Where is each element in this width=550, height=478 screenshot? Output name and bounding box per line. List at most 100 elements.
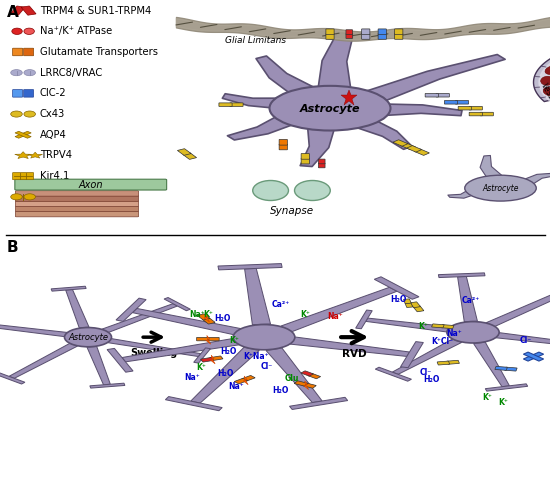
- Text: Glial Limitans: Glial Limitans: [226, 36, 287, 45]
- Polygon shape: [122, 338, 239, 362]
- Polygon shape: [191, 348, 259, 403]
- Polygon shape: [107, 348, 133, 372]
- FancyBboxPatch shape: [318, 163, 325, 168]
- FancyBboxPatch shape: [318, 159, 325, 164]
- Polygon shape: [524, 352, 543, 361]
- Polygon shape: [102, 304, 178, 333]
- FancyBboxPatch shape: [15, 201, 139, 206]
- Polygon shape: [356, 310, 372, 329]
- Polygon shape: [448, 189, 474, 198]
- Polygon shape: [15, 131, 31, 138]
- FancyBboxPatch shape: [178, 149, 191, 155]
- Polygon shape: [90, 383, 125, 388]
- FancyBboxPatch shape: [378, 33, 386, 39]
- Polygon shape: [400, 342, 424, 368]
- Polygon shape: [256, 56, 317, 95]
- FancyBboxPatch shape: [415, 149, 430, 155]
- FancyBboxPatch shape: [469, 107, 482, 110]
- Text: AQP4: AQP4: [40, 130, 67, 140]
- Text: Axon: Axon: [79, 180, 103, 190]
- FancyBboxPatch shape: [346, 30, 353, 34]
- Ellipse shape: [12, 28, 22, 34]
- Polygon shape: [204, 313, 210, 322]
- Polygon shape: [15, 131, 31, 138]
- Text: Cl⁻: Cl⁻: [420, 368, 432, 377]
- Text: K⁺: K⁺: [419, 322, 428, 331]
- FancyBboxPatch shape: [15, 179, 167, 190]
- Polygon shape: [227, 114, 295, 140]
- Polygon shape: [523, 173, 550, 185]
- FancyBboxPatch shape: [308, 373, 321, 379]
- Polygon shape: [366, 318, 450, 332]
- FancyBboxPatch shape: [13, 89, 23, 97]
- Text: H₂O: H₂O: [424, 375, 440, 384]
- FancyBboxPatch shape: [197, 314, 210, 320]
- FancyBboxPatch shape: [15, 191, 139, 196]
- Polygon shape: [375, 277, 419, 299]
- FancyBboxPatch shape: [480, 112, 493, 116]
- Text: K⁺: K⁺: [482, 393, 492, 402]
- FancyBboxPatch shape: [393, 140, 408, 146]
- Text: Blood
Vessel: Blood Vessel: [538, 76, 550, 107]
- Text: Na⁺/K⁺ ATPase: Na⁺/K⁺ ATPase: [40, 26, 112, 36]
- FancyBboxPatch shape: [10, 6, 25, 15]
- Text: Na⁺: Na⁺: [328, 312, 343, 321]
- Text: H₂O: H₂O: [272, 386, 289, 395]
- Polygon shape: [15, 152, 31, 159]
- Text: K⁺Cl⁻: K⁺Cl⁻: [432, 337, 454, 346]
- FancyBboxPatch shape: [447, 360, 459, 364]
- Ellipse shape: [465, 175, 536, 201]
- Polygon shape: [222, 94, 284, 109]
- Text: K⁺: K⁺: [229, 337, 239, 345]
- FancyBboxPatch shape: [197, 337, 208, 341]
- Ellipse shape: [447, 322, 499, 343]
- Polygon shape: [380, 104, 462, 116]
- Text: K⁺: K⁺: [300, 310, 310, 319]
- Polygon shape: [218, 263, 282, 270]
- Text: K⁺: K⁺: [196, 363, 206, 372]
- FancyBboxPatch shape: [13, 48, 23, 56]
- FancyBboxPatch shape: [442, 325, 454, 328]
- Polygon shape: [300, 126, 334, 166]
- FancyBboxPatch shape: [410, 302, 420, 308]
- Ellipse shape: [543, 87, 550, 96]
- Text: ClC-2: ClC-2: [40, 88, 66, 98]
- Ellipse shape: [64, 327, 112, 347]
- FancyBboxPatch shape: [24, 89, 34, 97]
- Polygon shape: [496, 333, 550, 347]
- Polygon shape: [474, 342, 509, 387]
- Ellipse shape: [11, 111, 22, 117]
- Text: Cl⁻: Cl⁻: [519, 337, 531, 345]
- FancyBboxPatch shape: [203, 318, 215, 324]
- Text: Ca²⁺: Ca²⁺: [271, 300, 290, 309]
- Polygon shape: [392, 339, 462, 374]
- FancyBboxPatch shape: [395, 29, 403, 34]
- FancyBboxPatch shape: [401, 143, 416, 150]
- Polygon shape: [164, 297, 190, 311]
- Text: TRPM4 & SUR1-TRPM4: TRPM4 & SUR1-TRPM4: [40, 6, 151, 16]
- Text: Kir4.1: Kir4.1: [40, 171, 69, 181]
- Ellipse shape: [295, 181, 330, 200]
- FancyBboxPatch shape: [436, 94, 449, 97]
- Polygon shape: [87, 347, 111, 385]
- Text: H₂O: H₂O: [214, 315, 231, 324]
- Text: Glutamate Transporters: Glutamate Transporters: [40, 47, 158, 57]
- Ellipse shape: [233, 325, 295, 350]
- Text: NKCC1: NKCC1: [40, 192, 73, 202]
- Polygon shape: [539, 43, 550, 100]
- Polygon shape: [0, 372, 25, 384]
- FancyBboxPatch shape: [362, 29, 370, 34]
- FancyBboxPatch shape: [505, 367, 517, 371]
- FancyBboxPatch shape: [242, 376, 255, 381]
- Polygon shape: [210, 355, 215, 364]
- Polygon shape: [289, 397, 348, 410]
- FancyBboxPatch shape: [444, 100, 458, 104]
- FancyBboxPatch shape: [219, 103, 232, 107]
- FancyBboxPatch shape: [15, 206, 139, 212]
- Text: Astrocyte: Astrocyte: [482, 184, 519, 193]
- Polygon shape: [318, 33, 354, 90]
- Text: K⁺Na⁺: K⁺Na⁺: [243, 352, 268, 361]
- Text: Ca²⁺: Ca²⁺: [461, 296, 480, 305]
- Ellipse shape: [24, 111, 35, 117]
- Text: Na⁺: Na⁺: [229, 382, 244, 391]
